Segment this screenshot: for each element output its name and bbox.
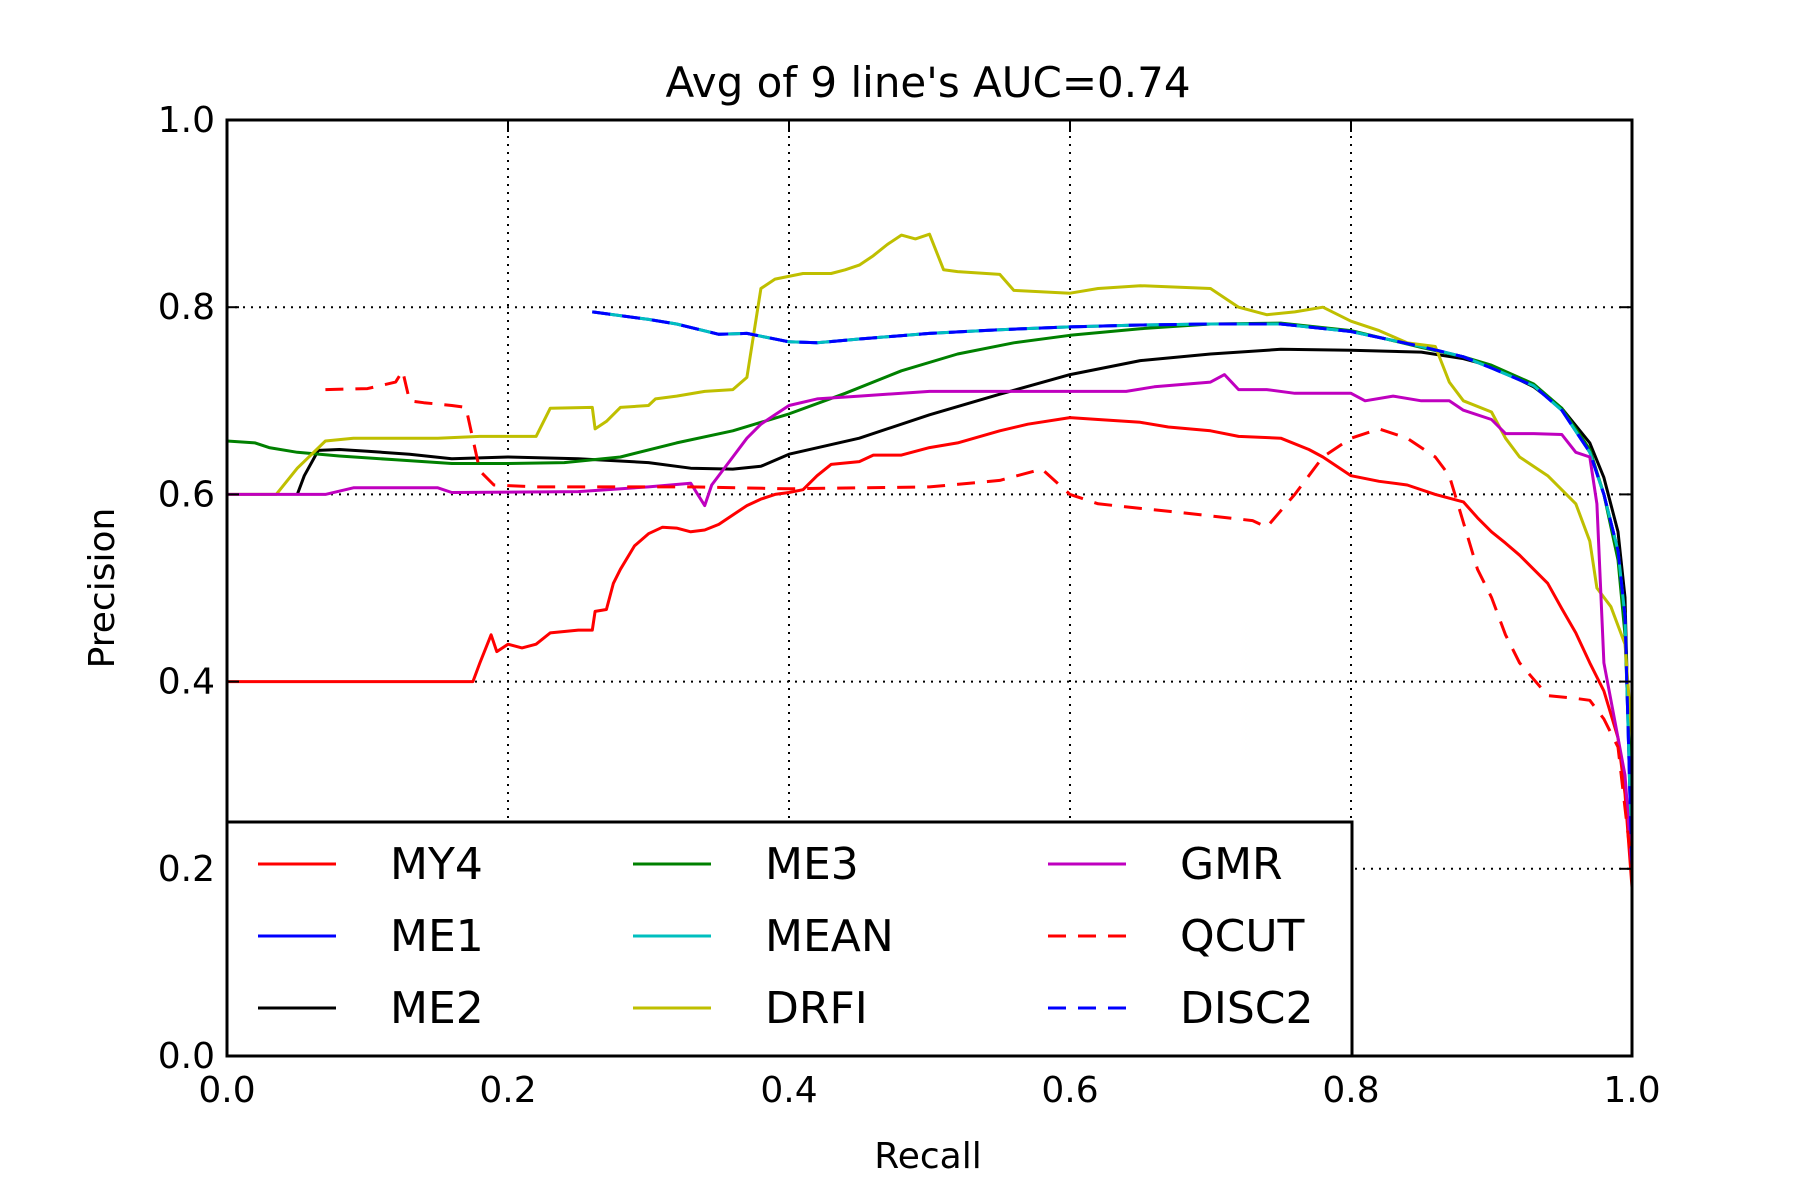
legend-box (225, 820, 1354, 1058)
series-line-mean (592, 310, 1634, 869)
x-tick-label: 0.4 (760, 1070, 817, 1111)
series-line-my4 (227, 416, 1634, 888)
x-tick-label: 0.8 (1322, 1070, 1379, 1111)
legend-label-me1: ME1 (390, 911, 484, 962)
x-axis-label: Recall (874, 1136, 981, 1177)
legend-label-qcut: QCUT (1180, 911, 1305, 962)
y-axis-label: Precision (82, 508, 123, 669)
y-tick-label: 0.2 (158, 849, 215, 890)
y-tick-label: 0.0 (158, 1036, 215, 1077)
x-tick-label: 0.6 (1041, 1070, 1098, 1111)
series-line-drfi (227, 232, 1634, 738)
series-line-disc2 (592, 310, 1634, 869)
legend: MY4 ME1 ME2 ME3 MEAN DRFI GMR QCUT DISC2 (225, 820, 1354, 1058)
y-tick-label: 0.6 (158, 474, 215, 515)
y-axis-ticks: 0.0 0.2 0.4 0.6 0.8 1.0 (158, 100, 1632, 1077)
legend-label-my4: MY4 (390, 839, 483, 890)
series-line-me1 (592, 310, 1634, 869)
x-axis-ticks: 0.0 0.2 0.4 0.6 0.8 1.0 (198, 120, 1661, 1111)
y-tick-label: 0.8 (158, 287, 215, 328)
y-tick-label: 1.0 (158, 100, 215, 141)
series-line-me3 (226, 321, 1634, 823)
legend-label-disc2: DISC2 (1180, 983, 1314, 1034)
y-tick-label: 0.4 (158, 662, 215, 703)
legend-label-gmr: GMR (1180, 839, 1283, 890)
legend-label-me3: ME3 (765, 839, 859, 890)
legend-label-mean: MEAN (765, 911, 894, 962)
x-tick-label: 0.0 (198, 1070, 255, 1111)
legend-label-drfi: DRFI (765, 983, 868, 1034)
x-tick-label: 1.0 (1603, 1070, 1660, 1111)
series-line-me2 (295, 347, 1634, 869)
x-tick-label: 0.2 (479, 1070, 536, 1111)
series-line-qcut (325, 369, 1634, 869)
chart-title: Avg of 9 line's AUC=0.74 (665, 58, 1190, 107)
legend-label-me2: ME2 (390, 983, 484, 1034)
plot-lines (226, 232, 1634, 888)
